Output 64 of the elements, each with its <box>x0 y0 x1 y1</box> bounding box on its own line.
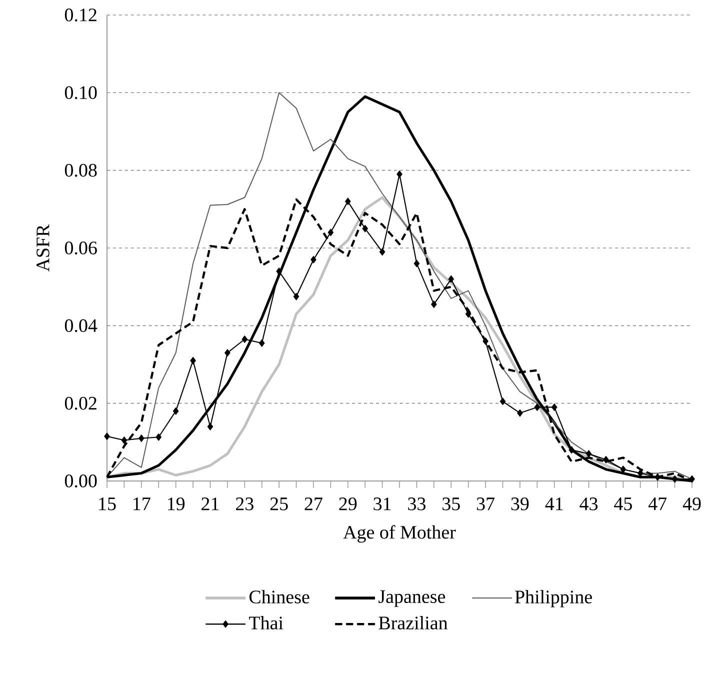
x-tick-label: 37 <box>476 498 494 510</box>
point <box>448 275 454 283</box>
legend-label: Brazilian <box>378 616 448 630</box>
y-tick-label: 0.04 <box>64 319 98 332</box>
x-tick-label: 43 <box>580 498 598 510</box>
y-tick-label: 0.02 <box>64 396 96 410</box>
point <box>242 335 248 344</box>
legend-label: Philippine <box>515 590 592 608</box>
x-axis-title: Age of Mother <box>343 525 456 543</box>
point <box>586 450 592 458</box>
point <box>362 224 368 232</box>
x-tick-label: 25 <box>270 498 288 510</box>
point <box>138 434 144 442</box>
point <box>430 300 437 308</box>
point <box>568 446 575 454</box>
legend-label: Thai <box>249 616 284 630</box>
point <box>516 409 523 417</box>
x-tick-label: 41 <box>545 498 563 510</box>
point <box>379 248 386 256</box>
point <box>190 356 196 364</box>
y-tick-label: 0.12 <box>64 8 96 22</box>
x-tick-label: 27 <box>304 498 322 510</box>
x-tick-label: 23 <box>236 498 254 510</box>
legend-label: Chinese <box>249 590 310 604</box>
point <box>172 407 179 415</box>
point <box>258 339 265 347</box>
x-tick-label: 35 <box>442 498 460 510</box>
point <box>344 198 351 206</box>
point <box>414 260 420 268</box>
point <box>121 436 128 444</box>
point <box>465 310 472 318</box>
y-tick-label: 0.00 <box>64 474 97 488</box>
legend-label: Japanese <box>378 590 446 607</box>
x-tick-label: 15 <box>99 498 116 510</box>
point <box>224 348 230 357</box>
point <box>293 292 300 300</box>
x-tick-label: 39 <box>511 498 529 510</box>
x-tick-label: 19 <box>168 498 185 510</box>
y-axis-title: ASFR <box>36 224 50 272</box>
y-tick-label: 0.10 <box>64 86 97 100</box>
y-tick-label: 0.08 <box>64 164 97 177</box>
point <box>672 475 678 483</box>
x-tick-label: 33 <box>408 498 426 510</box>
x-tick-label: 47 <box>648 498 667 510</box>
x-tick-label: 49 <box>682 498 701 510</box>
point <box>156 433 162 441</box>
point <box>104 432 110 440</box>
point <box>689 475 695 483</box>
x-tick-label: 45 <box>614 498 632 510</box>
x-tick-label: 31 <box>374 498 391 510</box>
point <box>310 256 316 264</box>
point <box>207 422 214 430</box>
point <box>328 228 334 236</box>
point <box>396 170 402 178</box>
x-tick-label: 21 <box>202 498 219 510</box>
point <box>534 403 540 412</box>
x-tick-label: 17 <box>134 498 150 510</box>
point <box>620 466 626 474</box>
x-tick-label: 29 <box>339 498 357 510</box>
point <box>603 456 609 464</box>
point <box>500 398 506 406</box>
point <box>482 337 488 346</box>
point <box>551 403 558 412</box>
y-tick-label: 0.06 <box>64 242 97 254</box>
